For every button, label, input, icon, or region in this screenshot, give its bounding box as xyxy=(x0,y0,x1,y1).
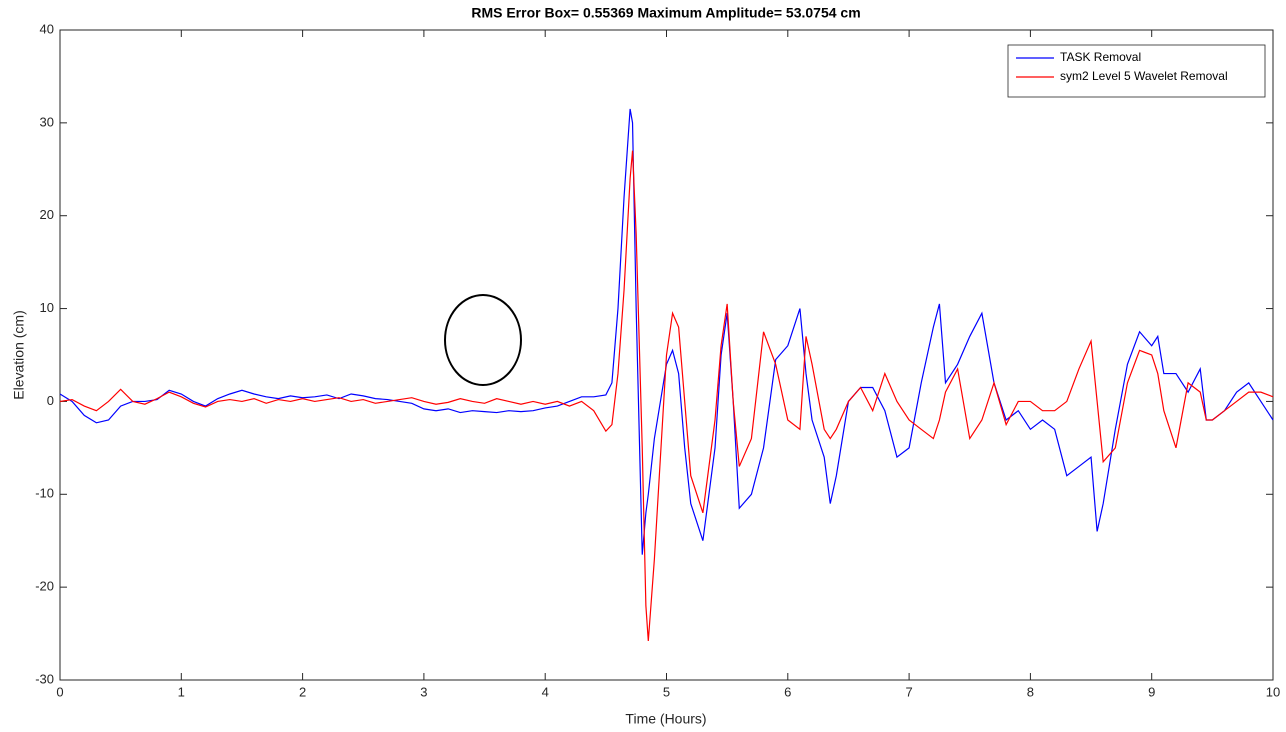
series-line xyxy=(59,108,1274,555)
y-tick-label: 30 xyxy=(40,114,54,129)
series-line xyxy=(59,150,1274,642)
y-tick-label: 40 xyxy=(40,21,54,36)
annotation-circle xyxy=(444,294,522,386)
x-tick-label: 9 xyxy=(1148,684,1155,699)
x-tick-label: 6 xyxy=(784,684,791,699)
x-axis-label: Time (Hours) xyxy=(625,711,706,727)
legend-label: sym2 Level 5 Wavelet Removal xyxy=(1060,69,1228,83)
chart-title: RMS Error Box= 0.55369 Maximum Amplitude… xyxy=(471,5,860,21)
x-tick-label: 8 xyxy=(1027,684,1034,699)
y-tick-label: -30 xyxy=(35,671,54,686)
x-tick-label: 2 xyxy=(299,684,306,699)
y-axis-label: Elevation (cm) xyxy=(11,310,27,399)
x-tick-label: 4 xyxy=(542,684,549,699)
y-tick-label: 0 xyxy=(47,393,54,408)
y-tick-label: 10 xyxy=(40,300,54,315)
legend-label: TASK Removal xyxy=(1060,50,1141,64)
x-tick-label: 10 xyxy=(1266,684,1280,699)
x-tick-label: 5 xyxy=(663,684,670,699)
x-tick-label: 0 xyxy=(56,684,63,699)
legend-box xyxy=(1007,44,1266,98)
x-tick-label: 7 xyxy=(905,684,912,699)
y-tick-label: -10 xyxy=(35,486,54,501)
x-tick-label: 3 xyxy=(420,684,427,699)
x-tick-label: 1 xyxy=(178,684,185,699)
y-tick-label: -20 xyxy=(35,579,54,594)
y-tick-label: 20 xyxy=(40,207,54,222)
